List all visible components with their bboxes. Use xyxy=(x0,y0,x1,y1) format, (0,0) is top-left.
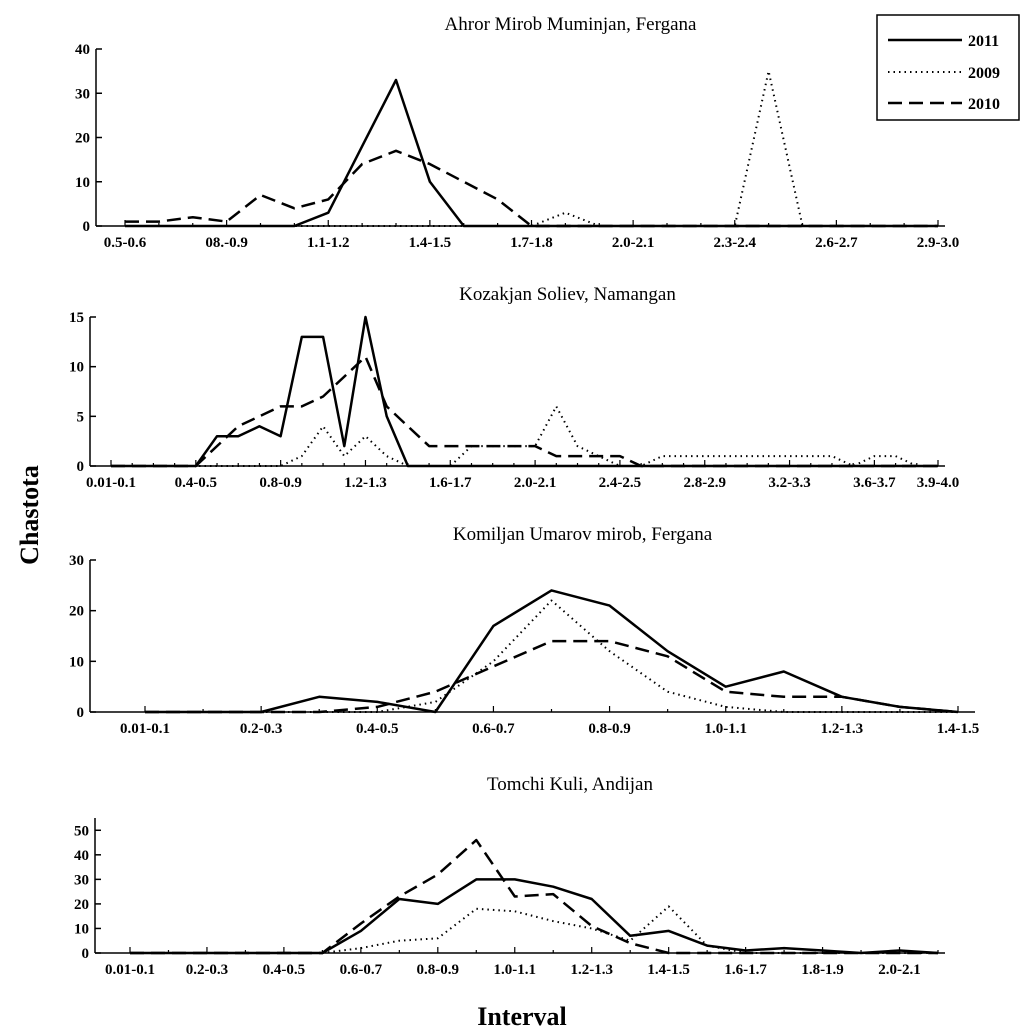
x-tick-label: 0.01-0.1 xyxy=(105,962,155,978)
series-line-2011 xyxy=(145,589,959,714)
x-tick-label: 3.6-3.7 xyxy=(853,475,896,491)
x-tick-label: 0.6-0.7 xyxy=(340,962,383,978)
x-tick-label: 0.8-0.9 xyxy=(259,475,302,491)
chart-title: Kozakjan Soliev, Namangan xyxy=(459,284,676,305)
y-tick-label: 15 xyxy=(69,310,84,326)
chart-panel-2: Kozakjan Soliev, Namangan 0 5 10 15 0.01-0.1 0… xyxy=(69,284,959,491)
x-tick-label: 1.8-1.9 xyxy=(801,962,844,978)
x-tick-label: 2.0-2.1 xyxy=(514,475,557,491)
y-tick-label: 20 xyxy=(74,897,89,913)
y-tick-label: 0 xyxy=(82,946,90,962)
y-tick-label: 30 xyxy=(74,872,89,888)
x-tick-label: 2.6-2.7 xyxy=(815,235,858,251)
y-tick-label: 0 xyxy=(83,219,91,235)
series-line-2009 xyxy=(125,70,938,227)
x-tick-label: 1.2-1.3 xyxy=(821,721,864,737)
x-tick-label: 0.8-0.9 xyxy=(588,721,631,737)
y-tick-label: 10 xyxy=(75,175,90,191)
x-tick-label: 0.4-0.5 xyxy=(356,721,399,737)
x-tick-label: 1.0-1.1 xyxy=(704,721,747,737)
x-tick-label: 0.01-0.1 xyxy=(120,721,170,737)
y-tick-label: 50 xyxy=(74,823,89,839)
legend: 2011 2009 2010 xyxy=(876,14,1020,121)
x-axis-label: Interval xyxy=(477,1002,567,1031)
chart-panels: Ahror Mirob Muminjan, Fergana 0 10 20 30 40 0.… xyxy=(69,14,979,978)
legend-label-2010: 2010 xyxy=(968,96,1000,113)
x-tick-label: 1.1-1.2 xyxy=(307,235,350,251)
x-tick-label: 1.4-1.5 xyxy=(937,721,980,737)
x-tick-label: 1.6-1.7 xyxy=(724,962,767,978)
x-tick-label: 2.0-2.1 xyxy=(878,962,921,978)
series-line-2011 xyxy=(130,878,939,955)
x-tick-label: 0.5-0.6 xyxy=(104,235,147,251)
x-tick-label: 0.2-0.3 xyxy=(186,962,229,978)
x-tick-label: 1.4-1.5 xyxy=(647,962,690,978)
x-tick-label: 0.01-0.1 xyxy=(86,475,136,491)
x-tick-label: 0.4-0.5 xyxy=(175,475,218,491)
chart-title: Komiljan Umarov mirob, Fergana xyxy=(453,524,713,545)
chart-title: Ahror Mirob Muminjan, Fergana xyxy=(445,14,697,35)
x-tick-label: 3.2-3.3 xyxy=(768,475,811,491)
chart-panel-4: Tomchi Kuli, Andijan 0 10 20 30 40 50 0.01-0.1 0… xyxy=(74,774,945,978)
x-tick-label: 0.8-0.9 xyxy=(417,962,460,978)
y-axis-label: Chastota xyxy=(15,465,44,565)
series-line-2009 xyxy=(130,905,938,954)
series-line-2010 xyxy=(111,355,938,468)
y-tick-label: 20 xyxy=(69,604,84,620)
y-tick-label: 40 xyxy=(74,848,89,864)
x-tick-label: 1.7-1.8 xyxy=(510,235,553,251)
x-tick-label: 0.2-0.3 xyxy=(240,721,283,737)
y-tick-label: 10 xyxy=(69,654,84,670)
chart-panel-3: Komiljan Umarov mirob, Fergana 0 10 20 30 0.0… xyxy=(69,524,979,737)
y-tick-label: 40 xyxy=(75,42,90,58)
x-tick-label: 08.-0.9 xyxy=(205,235,248,251)
x-tick-label: 1.0-1.1 xyxy=(494,962,537,978)
x-tick-label: 1.4-1.5 xyxy=(409,235,452,251)
x-tick-label: 2.8-2.9 xyxy=(683,475,726,491)
y-tick-label: 0 xyxy=(77,459,85,475)
x-tick-label: 1.2-1.3 xyxy=(344,475,387,491)
x-tick-label: 2.3-2.4 xyxy=(714,235,757,251)
y-tick-label: 0 xyxy=(77,705,85,721)
legend-label-2009: 2009 xyxy=(968,65,1000,82)
x-tick-label: 1.2-1.3 xyxy=(570,962,613,978)
series-line-2011 xyxy=(125,78,938,228)
x-tick-label: 2.9-3.0 xyxy=(917,235,960,251)
chart-title: Tomchi Kuli, Andijan xyxy=(487,774,653,795)
legend-label-2011: 2011 xyxy=(968,33,999,50)
x-tick-label: 2.4-2.5 xyxy=(599,475,642,491)
x-tick-label: 3.9-4.0 xyxy=(917,475,960,491)
series-line-2010 xyxy=(145,639,959,714)
x-tick-label: 1.6-1.7 xyxy=(429,475,472,491)
y-tick-label: 10 xyxy=(74,921,89,937)
series-line-2010 xyxy=(130,838,938,955)
y-tick-label: 10 xyxy=(69,360,84,376)
series-line-2009 xyxy=(111,405,938,467)
y-tick-label: 30 xyxy=(75,86,90,102)
y-tick-label: 5 xyxy=(77,409,85,425)
series-line-2009 xyxy=(145,599,958,713)
series-line-2010 xyxy=(125,149,938,228)
chart-panel-1: Ahror Mirob Muminjan, Fergana 0 10 20 30 40 0.… xyxy=(75,14,959,251)
x-tick-label: 0.6-0.7 xyxy=(472,721,515,737)
y-tick-label: 20 xyxy=(75,131,90,147)
y-tick-label: 30 xyxy=(69,553,84,569)
series-line-2011 xyxy=(111,315,938,468)
x-tick-label: 0.4-0.5 xyxy=(263,962,306,978)
x-tick-label: 2.0-2.1 xyxy=(612,235,655,251)
